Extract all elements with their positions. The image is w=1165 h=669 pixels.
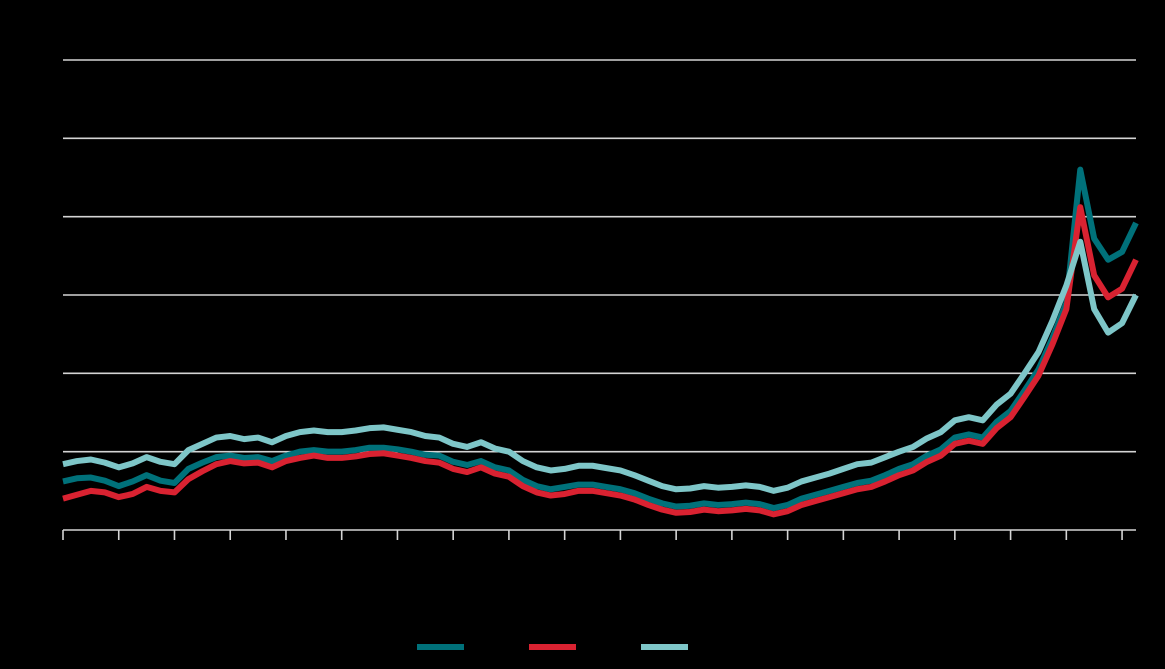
legend-swatch-series-1	[417, 644, 464, 650]
gridlines-group	[63, 59, 1136, 453]
legend-swatch-series-3	[641, 644, 688, 650]
series-line-2	[62, 204, 1139, 518]
legend-item-series-2[interactable]	[529, 636, 583, 658]
data-series-group	[62, 166, 1139, 518]
series-line-1	[62, 166, 1139, 512]
legend-swatch-series-2	[529, 644, 576, 650]
series-line-3	[62, 238, 1139, 494]
chart-legend	[0, 636, 1165, 660]
legend-item-series-3[interactable]	[641, 636, 695, 658]
legend-item-series-1[interactable]	[417, 636, 471, 658]
x-axis-ticks-group	[62, 530, 1123, 540]
